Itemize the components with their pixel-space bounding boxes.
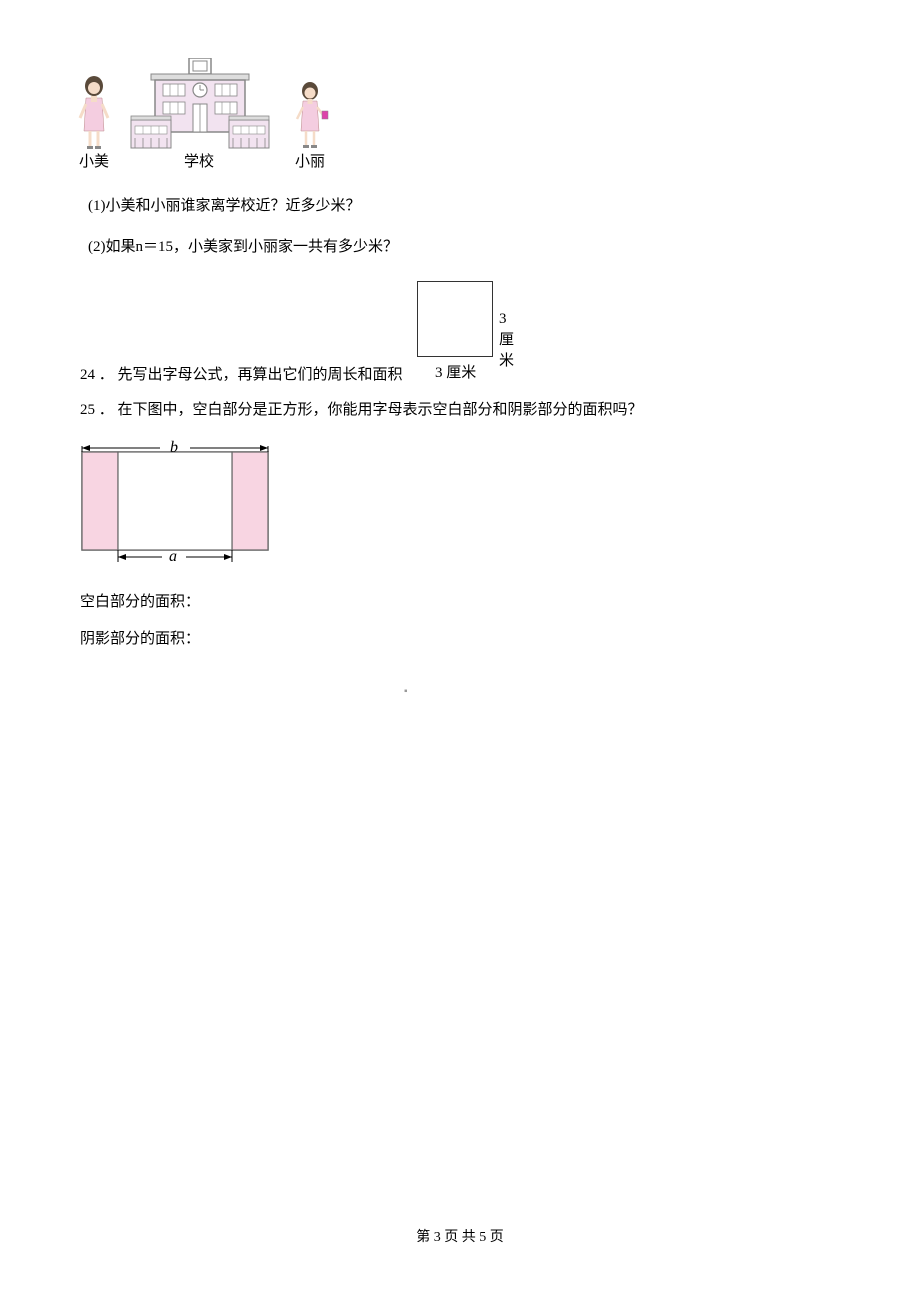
q25-answer1: 空白部分的面积： — [80, 589, 832, 616]
q24-bottom-dimension: 3 厘米 — [435, 361, 476, 382]
center-marker: ▪ — [404, 686, 408, 697]
q24-right-dimension: 3 厘米 — [499, 311, 514, 370]
square-box — [417, 281, 493, 357]
question-2: (2)如果n＝15，小美家到小丽家一共有多少米？ — [88, 234, 832, 261]
xiaomei-figure — [80, 76, 108, 149]
school-label: 学校 — [184, 153, 214, 170]
q24-text: 先写出字母公式，再算出它们的周长和面积 — [118, 367, 403, 383]
question-24-container: 3 厘米 3 厘米 24 ． 先写出字母公式，再算出它们的周长和面积 — [80, 281, 832, 391]
xiaoli-figure — [297, 82, 328, 148]
q25-answer2: 阴影部分的面积： — [80, 626, 832, 653]
question-25: 25 ． 在下图中，空白部分是正方形，你能用字母表示空白部分和阴影部分的面积吗？ — [80, 397, 832, 424]
label-b: b — [170, 439, 178, 456]
q25-number: 25 ． — [80, 397, 114, 424]
scene-illustration: 小美 学校 小丽 — [76, 58, 832, 179]
question-24: 24 ． 先写出字母公式，再算出它们的周长和面积 — [80, 363, 403, 384]
q24-square-figure: 3 厘米 3 厘米 — [417, 281, 493, 357]
school-building — [131, 58, 269, 148]
xiaomei-label: 小美 — [79, 153, 109, 170]
question-1: (1)小美和小丽谁家离学校近？近多少米？ — [88, 193, 832, 220]
page-footer: 第 3 页 共 5 页 — [0, 1226, 920, 1246]
q24-number: 24 ． — [80, 363, 114, 384]
q25-text: 在下图中，空白部分是正方形，你能用字母表示空白部分和阴影部分的面积吗？ — [118, 402, 643, 418]
label-a: a — [169, 548, 177, 565]
xiaoli-label: 小丽 — [295, 153, 325, 170]
q25-figure: b a — [80, 438, 832, 571]
